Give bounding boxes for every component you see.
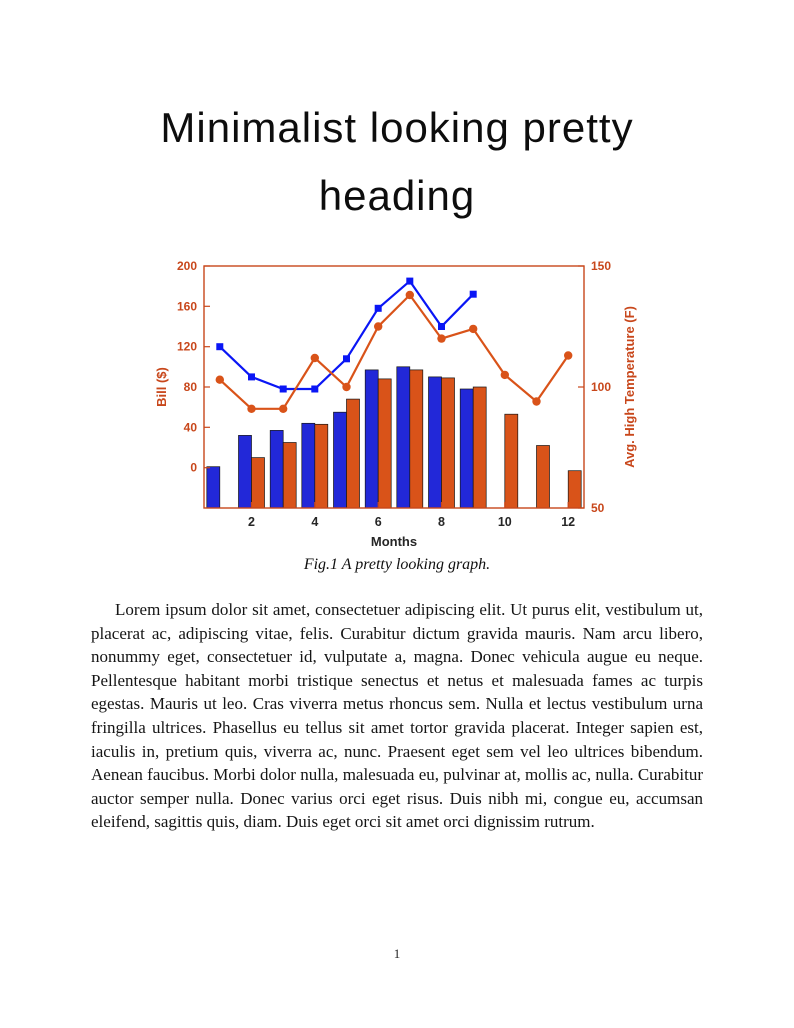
left-tick-label: 160 <box>177 299 197 313</box>
body-paragraph: Lorem ipsum dolor sit amet, consectetuer… <box>91 600 703 832</box>
temperature-line-orange <box>219 293 570 410</box>
bill-bars-orange-bar <box>314 423 329 509</box>
bill-line-blue-marker <box>374 304 382 312</box>
bill-bars-orange-bar <box>282 442 297 509</box>
temperature-line-orange-marker <box>437 334 446 343</box>
bill-bars-orange-bar <box>409 369 424 509</box>
bill-line-blue-marker <box>248 373 255 381</box>
left-tick-label: 40 <box>184 420 198 434</box>
figure: 0 40 80 120 160 200 50 100 150 2 4 6 8 10 12 Months Bill… <box>137 254 657 574</box>
temperature-line-orange-marker <box>342 382 351 392</box>
temperature-line-orange-marker <box>310 353 319 363</box>
right-tick-label: 50 <box>591 501 605 515</box>
temperature-line-orange-marker <box>279 404 288 413</box>
bill-bars-blue-bar <box>301 422 316 509</box>
right-tick-label: 150 <box>591 259 611 273</box>
left-tick-label: 120 <box>177 340 197 354</box>
bill-bars-blue-bar <box>459 388 474 509</box>
x-tick-label: 4 <box>311 515 318 529</box>
bill-bars-blue-bar <box>206 466 221 509</box>
temperature-line-orange-marker <box>405 290 414 300</box>
x-axis-label: Months <box>371 534 417 549</box>
bill-line-blue-marker <box>406 277 414 285</box>
bill-bars-blue-bar <box>428 376 442 509</box>
chart-svg: 0 40 80 120 160 200 50 100 150 2 4 6 8 10 12 Months Bill… <box>154 259 637 549</box>
x-tick-label: 6 <box>375 515 382 529</box>
bill-line-blue-marker <box>469 290 477 298</box>
bill-bars-blue-bar <box>238 435 252 509</box>
temperature-line-orange-marker <box>374 322 383 331</box>
bill-line-blue-marker <box>216 343 224 351</box>
bill-bars-orange-bar <box>251 457 265 509</box>
bill-bars-orange-bar <box>536 445 550 509</box>
right-tick-label: 100 <box>591 380 611 394</box>
bill-line-blue-marker <box>343 355 350 363</box>
figure-caption: Fig.1 A pretty looking graph. <box>303 556 491 573</box>
bill-bars-blue-bar <box>396 366 411 509</box>
page-title: Minimalist looking pretty heading <box>160 104 634 219</box>
bill-line-blue-marker <box>279 385 287 393</box>
left-tick-label: 0 <box>190 461 197 475</box>
bill-bars-blue-bar <box>364 369 379 509</box>
right-axis-label: Avg. High Temperature (F) <box>622 306 637 468</box>
bill-bars-orange-bar <box>346 398 360 509</box>
chart-canvas: 0 40 80 120 160 200 50 100 150 2 4 6 8 10 12 Months Bill… <box>152 254 642 554</box>
x-tick-label: 2 <box>248 515 255 529</box>
bill-bars-blue-bar <box>333 411 347 509</box>
temperature-line-orange-marker <box>500 370 509 380</box>
x-tick-label: 10 <box>498 515 512 529</box>
bill-bars-orange-bar <box>377 378 392 509</box>
left-tick-label: 80 <box>184 380 198 394</box>
bill-bars-orange-bar <box>567 470 582 509</box>
temperature-line-orange-marker <box>469 324 478 334</box>
bill-bars-orange-bar <box>472 386 487 509</box>
bill-bars-orange-bar <box>504 413 519 509</box>
temperature-line-orange-marker <box>564 351 573 360</box>
bill-bars-blue-bar <box>269 430 284 509</box>
bill-bars-orange-bar <box>441 377 455 509</box>
page-number: 1 <box>393 946 401 961</box>
bill-line-blue-marker <box>438 323 445 330</box>
temperature-line-orange-marker <box>215 375 224 384</box>
x-tick-label: 8 <box>438 515 445 529</box>
bill-line-blue <box>219 279 474 391</box>
x-tick-label: 12 <box>561 515 575 529</box>
bill-line-blue-marker <box>311 385 319 393</box>
temperature-line-orange-marker <box>247 404 256 413</box>
left-tick-label: 200 <box>177 259 197 273</box>
left-axis-label: Bill ($) <box>154 367 169 407</box>
temperature-line-orange-marker <box>532 397 541 406</box>
